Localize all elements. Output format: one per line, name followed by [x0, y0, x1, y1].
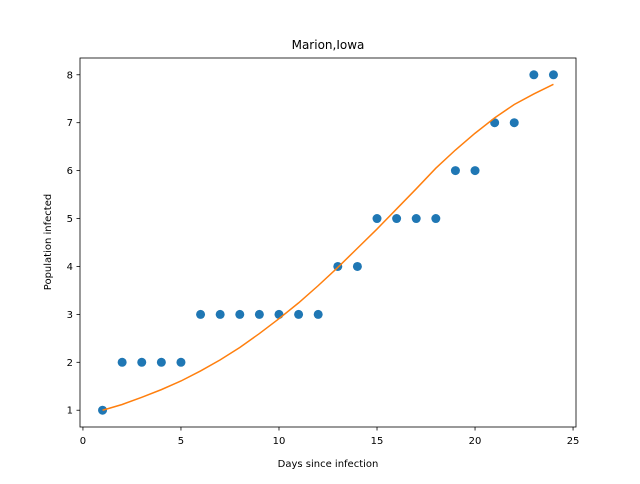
data-point [392, 214, 402, 224]
y-tick-label: 7 [67, 118, 73, 129]
data-point [196, 309, 206, 319]
x-tick-label: 20 [469, 436, 482, 447]
x-tick-label: 10 [273, 436, 286, 447]
x-tick-label: 5 [178, 436, 184, 447]
y-tick-label: 1 [67, 406, 73, 417]
data-point [352, 261, 362, 271]
data-point [313, 309, 323, 319]
data-point [235, 309, 245, 319]
y-tick-label: 8 [67, 70, 73, 81]
y-tick-label: 3 [67, 310, 73, 321]
data-point [470, 166, 480, 176]
data-point [411, 214, 421, 224]
data-point [274, 309, 284, 319]
y-tick-label: 5 [67, 214, 73, 225]
data-point [294, 309, 304, 319]
data-point [509, 118, 519, 128]
data-point [529, 70, 539, 80]
x-tick-label: 15 [371, 436, 384, 447]
plot-frame [79, 57, 577, 428]
data-point [137, 357, 147, 367]
plot-area [79, 57, 577, 428]
x-tick-label: 0 [80, 436, 86, 447]
data-point [372, 214, 382, 224]
data-point [176, 357, 186, 367]
data-point [431, 214, 441, 224]
data-point [98, 405, 108, 415]
y-tick-label: 6 [67, 166, 73, 177]
data-point [450, 166, 460, 176]
data-point [215, 309, 225, 319]
y-tick-label: 4 [67, 262, 73, 273]
x-axis: 0 5 10 15 20 25 [80, 427, 580, 447]
data-point [156, 357, 166, 367]
y-axis: 1 2 3 4 5 6 7 8 [67, 70, 80, 417]
data-point [254, 309, 264, 319]
x-tick-label: 25 [567, 436, 580, 447]
y-tick-label: 2 [67, 358, 73, 369]
y-axis-label: Population infected [43, 194, 54, 290]
data-point [117, 357, 127, 367]
fit-line [102, 83, 554, 411]
x-axis-label: Days since infection [278, 459, 379, 470]
chart-title: Marion,Iowa [292, 38, 365, 52]
data-point [548, 70, 558, 80]
